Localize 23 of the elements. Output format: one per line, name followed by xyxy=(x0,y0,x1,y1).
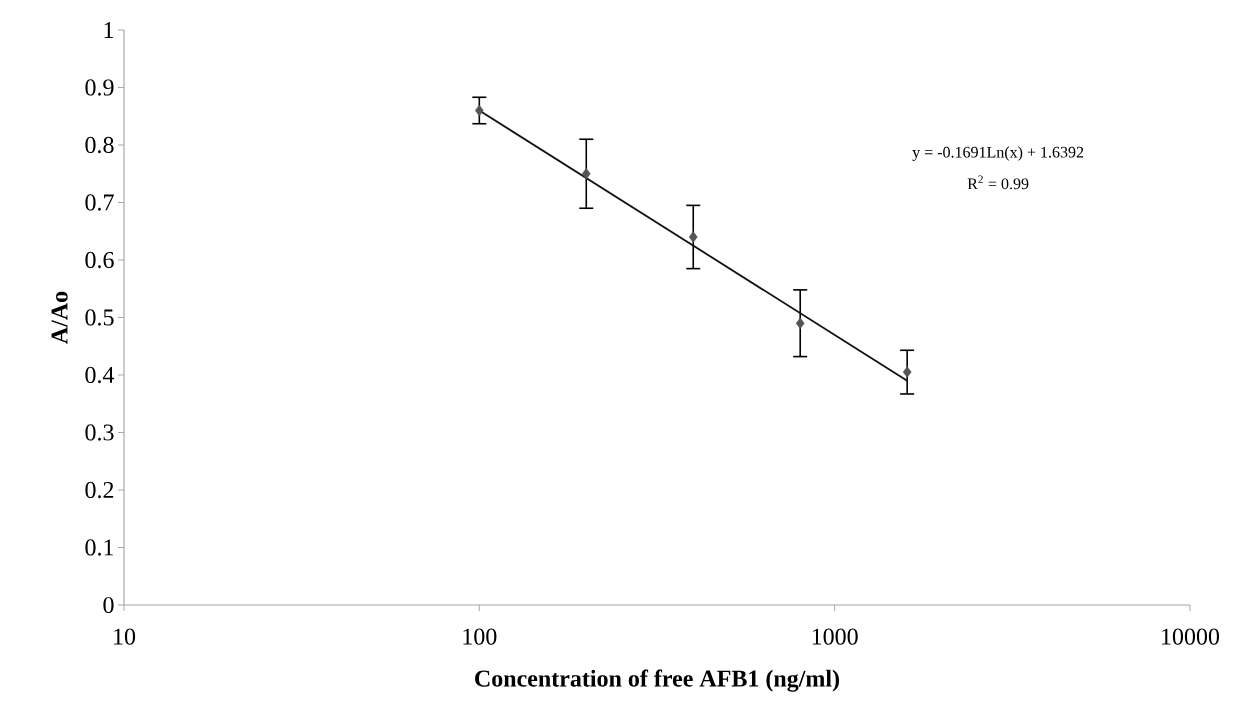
point xyxy=(795,317,805,329)
y-tick-label: 0.7 xyxy=(85,194,114,211)
y-tick-label: 0.4 xyxy=(85,366,115,384)
point xyxy=(581,168,591,180)
y-tick-label: 0.2 xyxy=(85,481,114,499)
x-tick-label: 10000 xyxy=(1162,628,1220,645)
y-tick-label: 1 xyxy=(104,22,114,38)
y-tick-label: 0.9 xyxy=(85,79,114,96)
y-tick-label: 0.6 xyxy=(85,251,114,269)
y-axis-title: A/Ao xyxy=(51,291,68,344)
x-tick-label: 100 xyxy=(463,628,497,645)
y-tick-label: 0.3 xyxy=(85,424,114,441)
annotation: R$^{2}$ = 0.99 xyxy=(967,175,1029,190)
y-tick-label: 0 xyxy=(103,596,114,614)
point xyxy=(902,366,912,378)
x-tick-label: 10 xyxy=(114,628,136,645)
annotation: y = -0.1691Ln(x) + 1.6392 xyxy=(912,146,1084,161)
x-tick-label: 1000 xyxy=(812,628,858,645)
y-tick-label: 0.8 xyxy=(85,136,114,154)
y-tick-label: 0.5 xyxy=(85,309,114,326)
x-axis-title: Concentration of free AFB1 (ng/ml) xyxy=(475,669,839,692)
y-tick-label: 0.1 xyxy=(85,539,114,556)
point xyxy=(688,231,698,243)
